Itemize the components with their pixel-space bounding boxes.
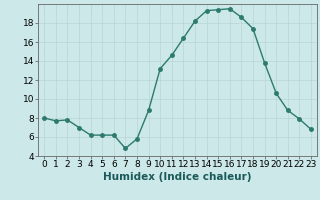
X-axis label: Humidex (Indice chaleur): Humidex (Indice chaleur) [103,172,252,182]
